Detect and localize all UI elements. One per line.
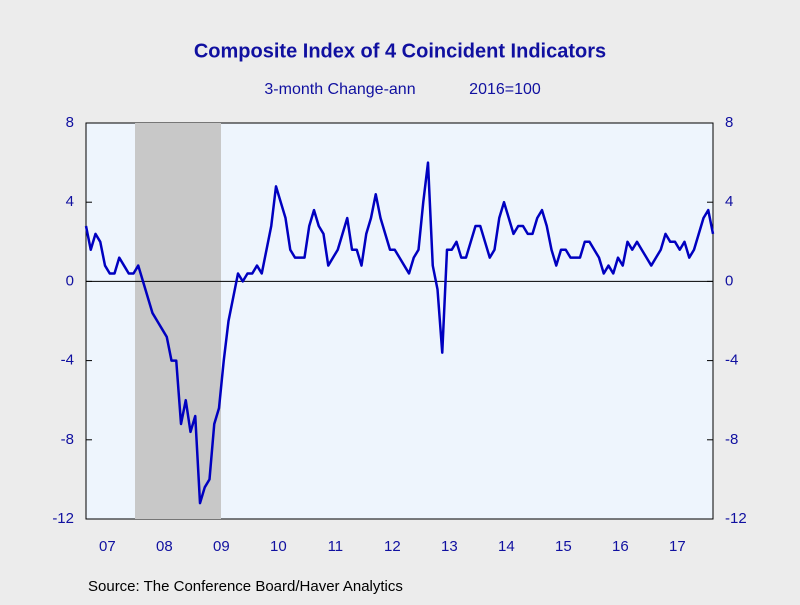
y2-tick-label: 0 [725, 272, 733, 289]
line [84, 161, 715, 505]
y-tick-label: 8 [66, 114, 74, 131]
x-tick-label: 11 [328, 538, 344, 555]
y-tick-label: -12 [52, 510, 74, 527]
x-tick-label: 17 [669, 538, 686, 555]
y2-tick-label: 4 [725, 193, 733, 210]
y-tick-label: 4 [66, 193, 74, 210]
x-tick-label: 13 [441, 538, 458, 555]
y-tick-label: 0 [66, 272, 74, 289]
subtitle: 3-month Change-ann [264, 81, 415, 98]
y2-tick-label: -8 [725, 431, 738, 448]
y2-tick-label: -12 [725, 510, 747, 527]
y2-tick-label: 8 [725, 114, 733, 131]
subtitle: 2016=100 [469, 81, 541, 98]
y-tick-label: -4 [61, 352, 74, 369]
y2-tick-label: -4 [725, 352, 738, 369]
x-tick-label: 10 [270, 538, 287, 555]
x-tick-label: 12 [384, 538, 401, 555]
y-tick-label: -8 [61, 431, 74, 448]
x-tick-label: 14 [498, 538, 515, 555]
x-tick-label: 15 [555, 538, 572, 555]
x-tick-label: 08 [156, 538, 173, 555]
chart-title: Composite Index of 4 Coincident Indicato… [194, 40, 606, 62]
x-tick-label: 09 [213, 538, 230, 555]
x-tick-label: 16 [612, 538, 629, 555]
recession-shading [135, 123, 221, 519]
source: Source: The Conference Board/Haver Analy… [88, 578, 403, 595]
x-tick-label: 07 [99, 538, 116, 555]
